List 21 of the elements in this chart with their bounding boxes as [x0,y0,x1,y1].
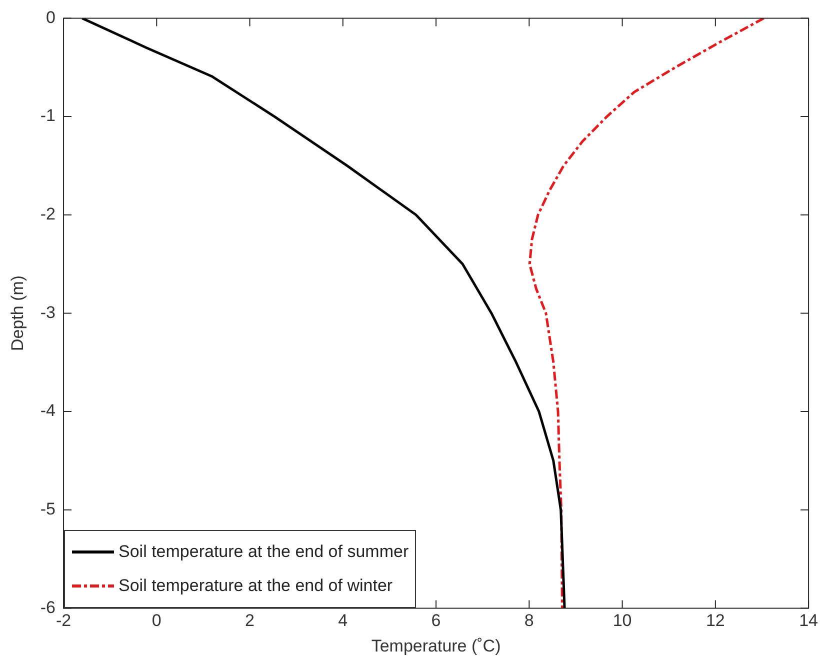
y-tick-label: -4 [40,401,56,420]
x-tick-label: 6 [431,611,441,630]
y-tick-label: -5 [40,500,56,519]
y-axis-title: Depth (m) [8,275,27,351]
legend-label: Soil temperature at the end of winter [118,576,393,596]
x-tick-label: -2 [56,611,72,630]
y-tick-label: -3 [40,302,56,322]
x-tick-label: 8 [524,611,534,630]
y-tick-label: -6 [40,598,56,617]
x-tick-label: 4 [338,611,348,630]
y-tick-label: 0 [46,8,56,27]
x-axis-title: Temperature (˚C) [371,636,501,656]
x-tick-label: 10 [612,611,632,630]
x-tick-label: 0 [152,611,162,630]
x-tick-label: 2 [245,611,255,630]
y-tick-label: -2 [40,204,56,224]
line-series [528,18,766,608]
x-tick-label: 12 [706,611,725,630]
y-tick-label: -1 [40,106,56,126]
legend-label: Soil temperature at the end of summer [118,542,409,562]
x-tick-label: 14 [799,611,818,630]
